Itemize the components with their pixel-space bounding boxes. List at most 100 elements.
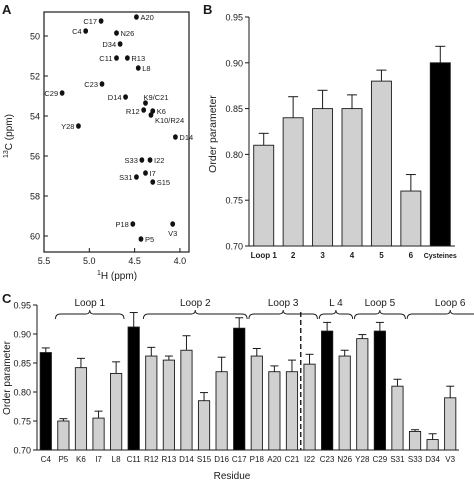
c-category-label: N26 (337, 455, 352, 464)
peak-label: C4 (72, 27, 82, 36)
b-bar (312, 108, 334, 247)
c-category-label: I7 (95, 455, 102, 464)
c-ytick-label: 0.70 (13, 446, 31, 456)
peak-label: I22 (154, 156, 164, 165)
spectrum-ytick-label: 50 (30, 32, 40, 42)
c-bar (321, 330, 334, 451)
c-category-label: S31 (390, 455, 405, 464)
peak-point (99, 81, 105, 87)
c-category-label: C23 (320, 455, 335, 464)
b-bar (253, 144, 275, 247)
spectrum-xtick-label: 5.0 (83, 256, 96, 266)
c-bar (356, 338, 369, 451)
c-bar (127, 326, 140, 451)
c-ytick-label: 0.95 (13, 301, 31, 311)
c-category-label: A20 (267, 455, 282, 464)
c-category-label: S33 (408, 455, 423, 464)
c-category-label: Y28 (355, 455, 370, 464)
spectrum-ytick-label: 56 (30, 152, 40, 162)
c-category-label: V3 (445, 455, 455, 464)
peak-label: S31 (119, 173, 132, 182)
c-category-label: C21 (285, 455, 300, 464)
peak-point (141, 107, 147, 113)
peak-label: C23 (84, 80, 98, 89)
b-category-label: 2 (291, 251, 296, 260)
peak-point (170, 221, 176, 227)
c-bar (250, 355, 263, 451)
c-category-label: D16 (214, 455, 229, 464)
peak-label: N26 (121, 29, 135, 38)
c-category-label: S15 (197, 455, 212, 464)
peak-point (76, 123, 81, 129)
b-bar (429, 62, 451, 247)
peak-point (143, 100, 148, 106)
c-loop-brace (55, 309, 125, 320)
peak-point (59, 90, 65, 96)
spectrum-ytick-label: 60 (30, 232, 40, 242)
panel-b-letter: B (203, 2, 212, 17)
b-ytick-label: 0.95 (225, 13, 243, 23)
panel-c-bar-chart: 0.70 0.75 0.80 0.85 0.90 0.95 Loop 1 Loop 2 Loo… (2, 298, 474, 482)
c-loop-brace (406, 309, 474, 320)
panel-b-bar-chart: 0.70 0.75 0.80 0.85 0.90 0.95 Loop 1 2 3 4 5 6 Cyst… (207, 13, 457, 261)
peak-point (138, 236, 144, 242)
b-bar (400, 190, 422, 247)
peak-label: K6 (157, 107, 166, 116)
c-bar (74, 367, 88, 451)
spectrum-ylabel-text: C (ppm) (4, 114, 15, 150)
peak-point (130, 221, 136, 227)
c-bar (92, 417, 105, 451)
c-loop-label: Loop 5 (365, 298, 396, 309)
c-bar (197, 400, 211, 451)
b-category-label: 3 (320, 251, 325, 260)
b-category-label: 4 (350, 251, 355, 260)
c-category-label: C11 (127, 455, 142, 464)
b-bar (341, 108, 363, 247)
c-bar (110, 372, 123, 451)
peak-point (134, 174, 139, 180)
peak-label: R13 (131, 54, 145, 63)
peak-point (147, 157, 153, 163)
peak-label: C29 (44, 89, 58, 98)
peak-point (143, 170, 148, 176)
peak-point (150, 179, 156, 185)
c-bar (285, 371, 299, 451)
b-ytick-label: 0.80 (225, 150, 243, 160)
peak-label: S33 (125, 156, 138, 165)
c-bar (373, 330, 386, 451)
c-category-label: C17 (232, 455, 247, 464)
spectrum-xlabel-sup: 1 (97, 270, 101, 277)
peak-point (148, 112, 154, 118)
peak-point (139, 157, 145, 163)
c-category-label: D14 (179, 455, 194, 464)
c-bar (145, 355, 158, 451)
c-category-label: L8 (112, 455, 121, 464)
b-ylabel: Order parameter (207, 95, 219, 173)
peak-label: D34 (102, 40, 116, 49)
b-category-label: 6 (409, 251, 414, 260)
c-category-label: C4 (41, 455, 52, 464)
c-bar (39, 352, 52, 451)
c-bar (233, 327, 246, 451)
peak-point (123, 94, 128, 100)
peak-point (117, 41, 123, 47)
b-bar (282, 117, 304, 247)
spectrum-xlabel-text: H (ppm) (101, 271, 137, 282)
peak-point (135, 65, 141, 71)
b-category-label: Cysteines (424, 253, 457, 260)
spectrum-xlabel: 1H (ppm) (97, 270, 137, 282)
c-ytick-label: 0.90 (13, 330, 31, 340)
peak-label: P5 (145, 235, 154, 244)
c-bar (303, 363, 316, 451)
c-ytick-label: 0.85 (13, 359, 31, 369)
c-bar (215, 371, 228, 451)
c-loop-label: Loop 2 (180, 298, 211, 309)
peak-label: C11 (99, 54, 112, 63)
c-bar (268, 371, 281, 451)
c-loop-brace (142, 309, 248, 320)
b-ytick-label: 0.90 (225, 58, 243, 68)
peak-label: Y28 (61, 122, 74, 131)
b-category-label: Loop 1 (251, 251, 278, 260)
peak-point (134, 14, 139, 20)
